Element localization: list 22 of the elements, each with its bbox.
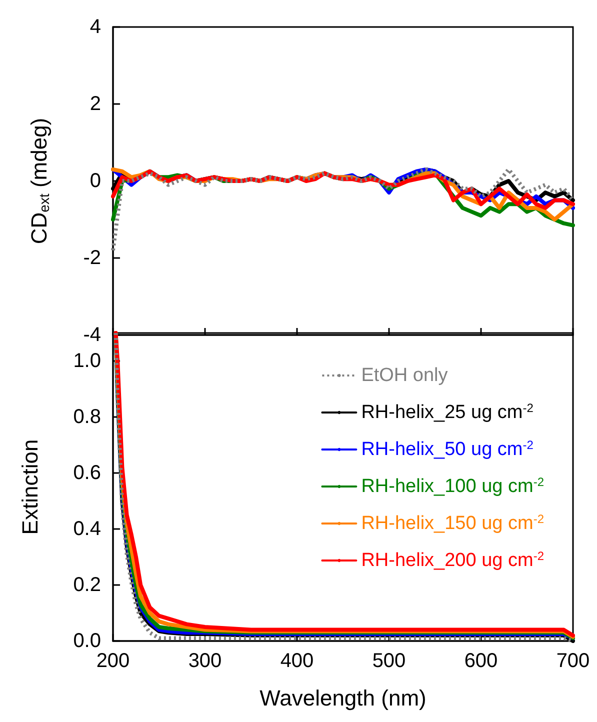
y-tick-label: -2 (83, 247, 101, 269)
legend-label: EtOH only (361, 365, 448, 386)
y-tick-label: 0.6 (73, 462, 101, 484)
y-tick-label: -4 (83, 324, 101, 346)
x-tick-label: 200 (96, 650, 130, 672)
x-tick-label: 700 (556, 650, 590, 672)
y-tick-label: 0.0 (73, 630, 101, 652)
y-tick-label: 0.4 (73, 518, 101, 540)
y-axis-title: Extinction (18, 439, 42, 535)
y-tick-label: 4 (90, 16, 101, 38)
line-series (111, 167, 575, 252)
y-tick-label: 0 (90, 170, 101, 192)
y-tick-label: 0.8 (73, 406, 101, 428)
y-tick-label: 1.0 (73, 350, 101, 372)
x-axis-title: Wavelength (nm) (260, 686, 426, 710)
y-tick-label: 2 (90, 93, 101, 115)
x-tick-label: 400 (280, 650, 314, 672)
x-tick-label: 300 (188, 650, 222, 672)
x-tick-label: 500 (372, 650, 406, 672)
y-axis-title: CDext (mdeg) (26, 118, 52, 244)
x-tick-label: 600 (464, 650, 498, 672)
y-tick-label: 0.2 (73, 574, 101, 596)
